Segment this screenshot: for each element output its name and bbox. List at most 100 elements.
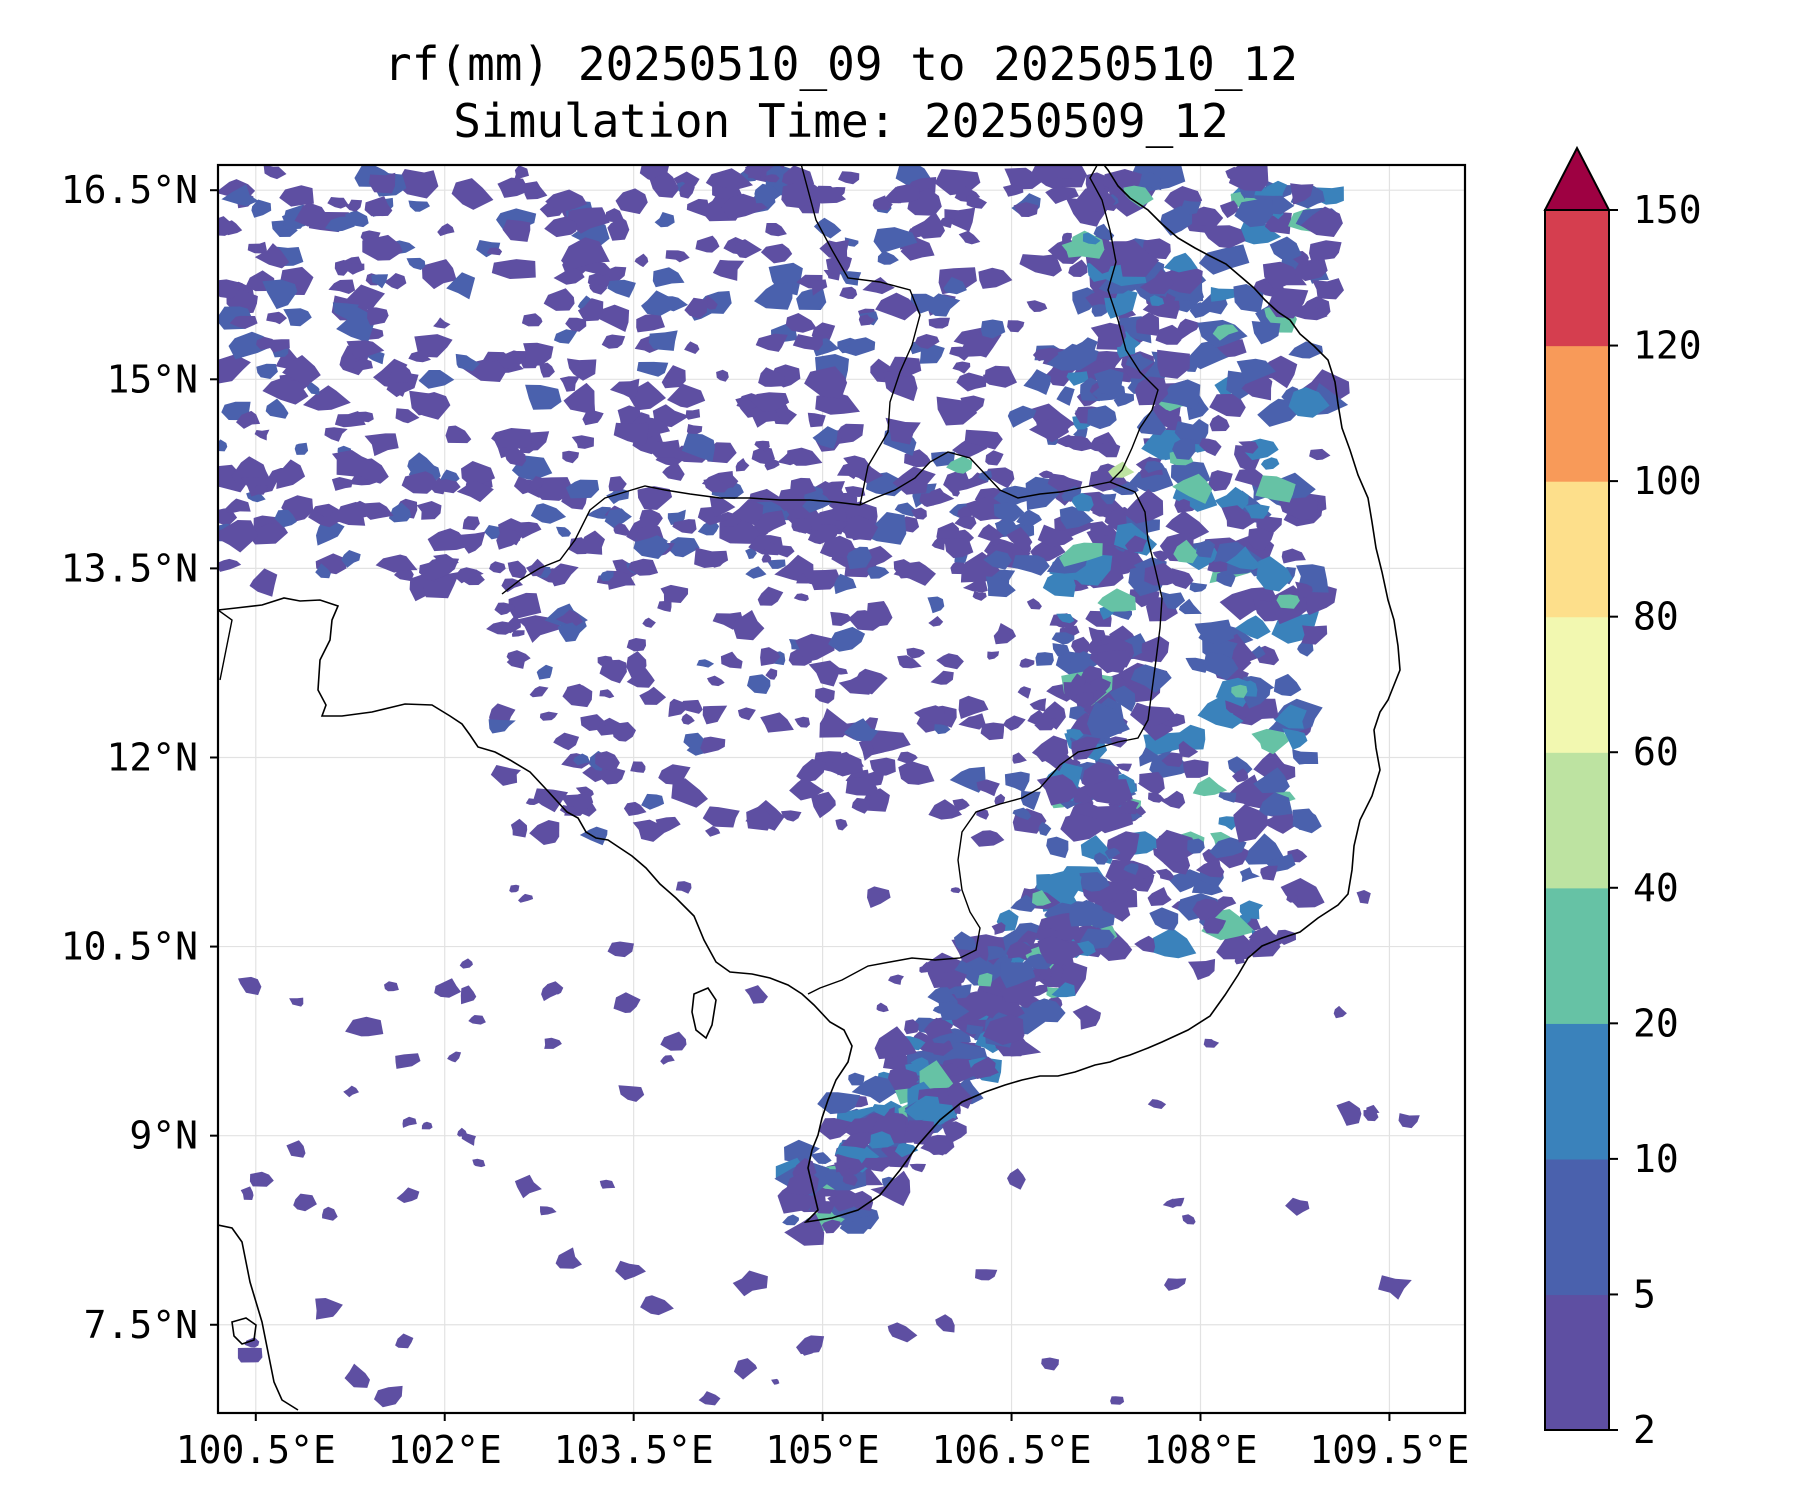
rain-cell	[1052, 643, 1070, 657]
rain-cell	[433, 317, 451, 329]
rain-cell	[894, 1143, 919, 1158]
rain-cell	[1090, 521, 1109, 537]
rain-cell	[218, 216, 238, 236]
rain-cell	[1140, 171, 1162, 191]
rain-cell	[637, 486, 673, 510]
rain-cell	[1242, 833, 1287, 865]
rain-cell	[843, 455, 869, 474]
rain-cell	[844, 486, 866, 497]
rain-cell	[843, 515, 879, 541]
rain-cell	[1294, 302, 1328, 321]
rain-cell	[1185, 657, 1208, 673]
rain-cell	[401, 471, 439, 494]
rain-cell	[628, 558, 659, 576]
rain-cell	[607, 217, 630, 241]
rain-cell	[421, 1121, 433, 1130]
rain-cell	[887, 1322, 918, 1343]
rain-cell	[1234, 199, 1273, 228]
rain-cell	[1010, 894, 1037, 912]
rain-cell	[461, 461, 496, 488]
border-thailand-cambodia	[501, 485, 861, 595]
rain-cell	[1219, 200, 1239, 219]
rain-cell	[819, 239, 850, 261]
rain-cell	[1209, 414, 1230, 432]
rain-cell	[972, 591, 987, 601]
rain-cell	[771, 1378, 780, 1385]
rain-cell	[765, 668, 778, 680]
rain-cell	[675, 881, 692, 894]
rain-cell	[636, 313, 665, 333]
rain-cell	[1255, 475, 1296, 503]
rain-cell	[869, 757, 896, 776]
rain-cell	[555, 1247, 582, 1269]
rain-cell	[764, 174, 780, 183]
rain-cell	[599, 1179, 616, 1189]
rain-cell	[733, 1358, 758, 1380]
rain-cell	[623, 801, 647, 816]
rain-cell	[256, 336, 278, 350]
rain-cell	[977, 972, 993, 987]
colorbar-label-0: 2	[1633, 1408, 1656, 1452]
rain-cell	[815, 687, 835, 704]
rain-cell	[218, 520, 259, 553]
rain-cell	[418, 370, 455, 389]
rain-cell	[416, 501, 442, 520]
rain-cell	[639, 686, 667, 705]
rain-cell	[634, 253, 649, 268]
rain-cell	[950, 887, 962, 894]
rain-cell	[1076, 692, 1094, 707]
rain-cell	[1066, 728, 1084, 741]
rain-cell	[1038, 821, 1052, 836]
rain-cell	[406, 257, 426, 270]
rain-cell	[221, 184, 259, 207]
rain-cell	[557, 622, 581, 642]
rain-cell	[550, 563, 579, 587]
rain-cell	[985, 450, 1004, 466]
rain-cell	[883, 369, 918, 402]
rain-cell	[1178, 598, 1202, 615]
rain-cell	[871, 1104, 891, 1117]
rain-cell	[496, 528, 521, 550]
rain-cell	[632, 819, 664, 842]
rain-cell	[262, 279, 298, 310]
rain-cell	[507, 560, 527, 579]
rain-cell	[567, 358, 597, 381]
rain-cell	[459, 958, 473, 969]
rain-cell	[640, 1295, 674, 1316]
rain-cell	[251, 199, 272, 218]
rain-cell	[1100, 493, 1117, 505]
rain-cell	[1146, 927, 1197, 959]
rain-cell	[1254, 355, 1298, 389]
rain-cell	[238, 976, 262, 996]
rain-cell	[836, 1153, 865, 1177]
rain-cell	[536, 664, 553, 680]
rain-cell	[317, 504, 333, 518]
rain-cell	[848, 610, 883, 631]
rain-cell	[236, 410, 261, 429]
rain-cell	[1168, 869, 1203, 893]
colorbar-band-6	[1545, 481, 1609, 618]
rain-cell	[362, 234, 403, 261]
colorbar-band-5	[1545, 616, 1609, 753]
rain-cell	[555, 609, 583, 626]
rain-cell	[804, 366, 848, 399]
rain-cell	[1087, 701, 1130, 742]
rain-cell	[892, 466, 936, 495]
rain-cell	[1253, 749, 1295, 779]
rain-cell	[698, 1391, 721, 1406]
rain-cell	[958, 230, 981, 245]
rain-cell	[888, 974, 904, 985]
rain-cell	[1233, 284, 1264, 313]
rain-cell	[696, 659, 715, 668]
rain-cell	[597, 304, 630, 332]
rain-cell	[511, 630, 525, 637]
rain-cell	[1152, 550, 1170, 562]
rain-cell	[427, 528, 471, 552]
rain-cell	[1312, 278, 1344, 300]
rain-cell	[611, 722, 636, 742]
rain-cell	[1144, 562, 1176, 586]
coastline-phu-quoc	[691, 987, 717, 1040]
rain-cell	[641, 290, 675, 316]
rain-cell	[543, 981, 564, 995]
rain-cell	[1269, 236, 1302, 261]
